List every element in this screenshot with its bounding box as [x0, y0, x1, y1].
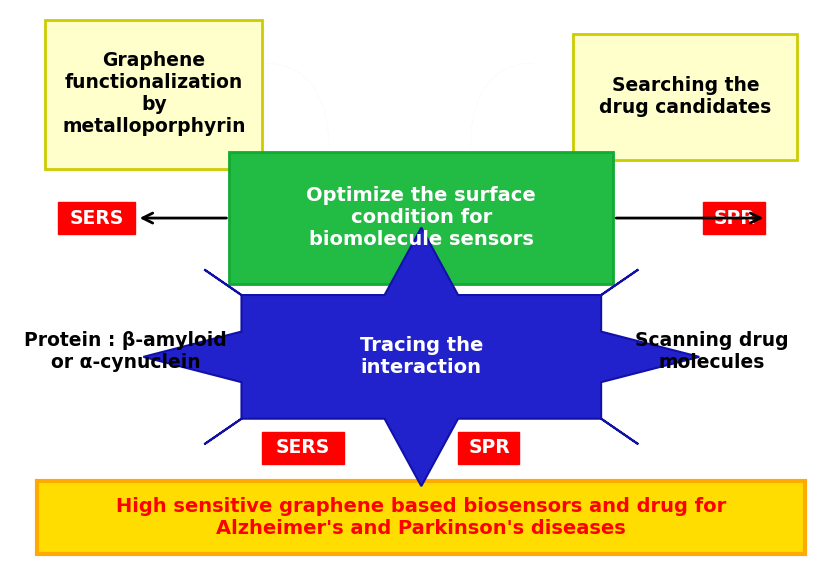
- Text: Protein : β-amyloid
or α-cynuclein: Protein : β-amyloid or α-cynuclein: [24, 331, 227, 371]
- Text: SERS: SERS: [69, 209, 124, 228]
- Bar: [573, 34, 798, 160]
- Bar: [46, 20, 262, 169]
- Text: SPR: SPR: [714, 209, 755, 228]
- Text: SPR: SPR: [468, 438, 510, 457]
- Text: Tracing the
interaction: Tracing the interaction: [359, 337, 483, 377]
- Text: High sensitive graphene based biosensors and drug for
Alzheimer's and Parkinson': High sensitive graphene based biosensors…: [116, 497, 726, 537]
- Text: Optimize the surface
condition for
biomolecule sensors: Optimize the surface condition for biomo…: [306, 186, 536, 249]
- Bar: [57, 202, 135, 234]
- Text: Graphene
functionalization
by
metalloporphyrin: Graphene functionalization by metallopor…: [62, 51, 246, 137]
- Bar: [229, 152, 613, 284]
- Polygon shape: [144, 228, 699, 486]
- Bar: [703, 202, 764, 234]
- FancyArrowPatch shape: [471, 63, 533, 148]
- Text: Scanning drug
molecules: Scanning drug molecules: [635, 331, 788, 371]
- Bar: [262, 432, 344, 464]
- Text: SERS: SERS: [276, 438, 330, 457]
- FancyArrowPatch shape: [265, 63, 329, 148]
- Bar: [37, 481, 805, 554]
- Text: Searching the
drug candidates: Searching the drug candidates: [599, 76, 771, 117]
- Bar: [458, 432, 520, 464]
